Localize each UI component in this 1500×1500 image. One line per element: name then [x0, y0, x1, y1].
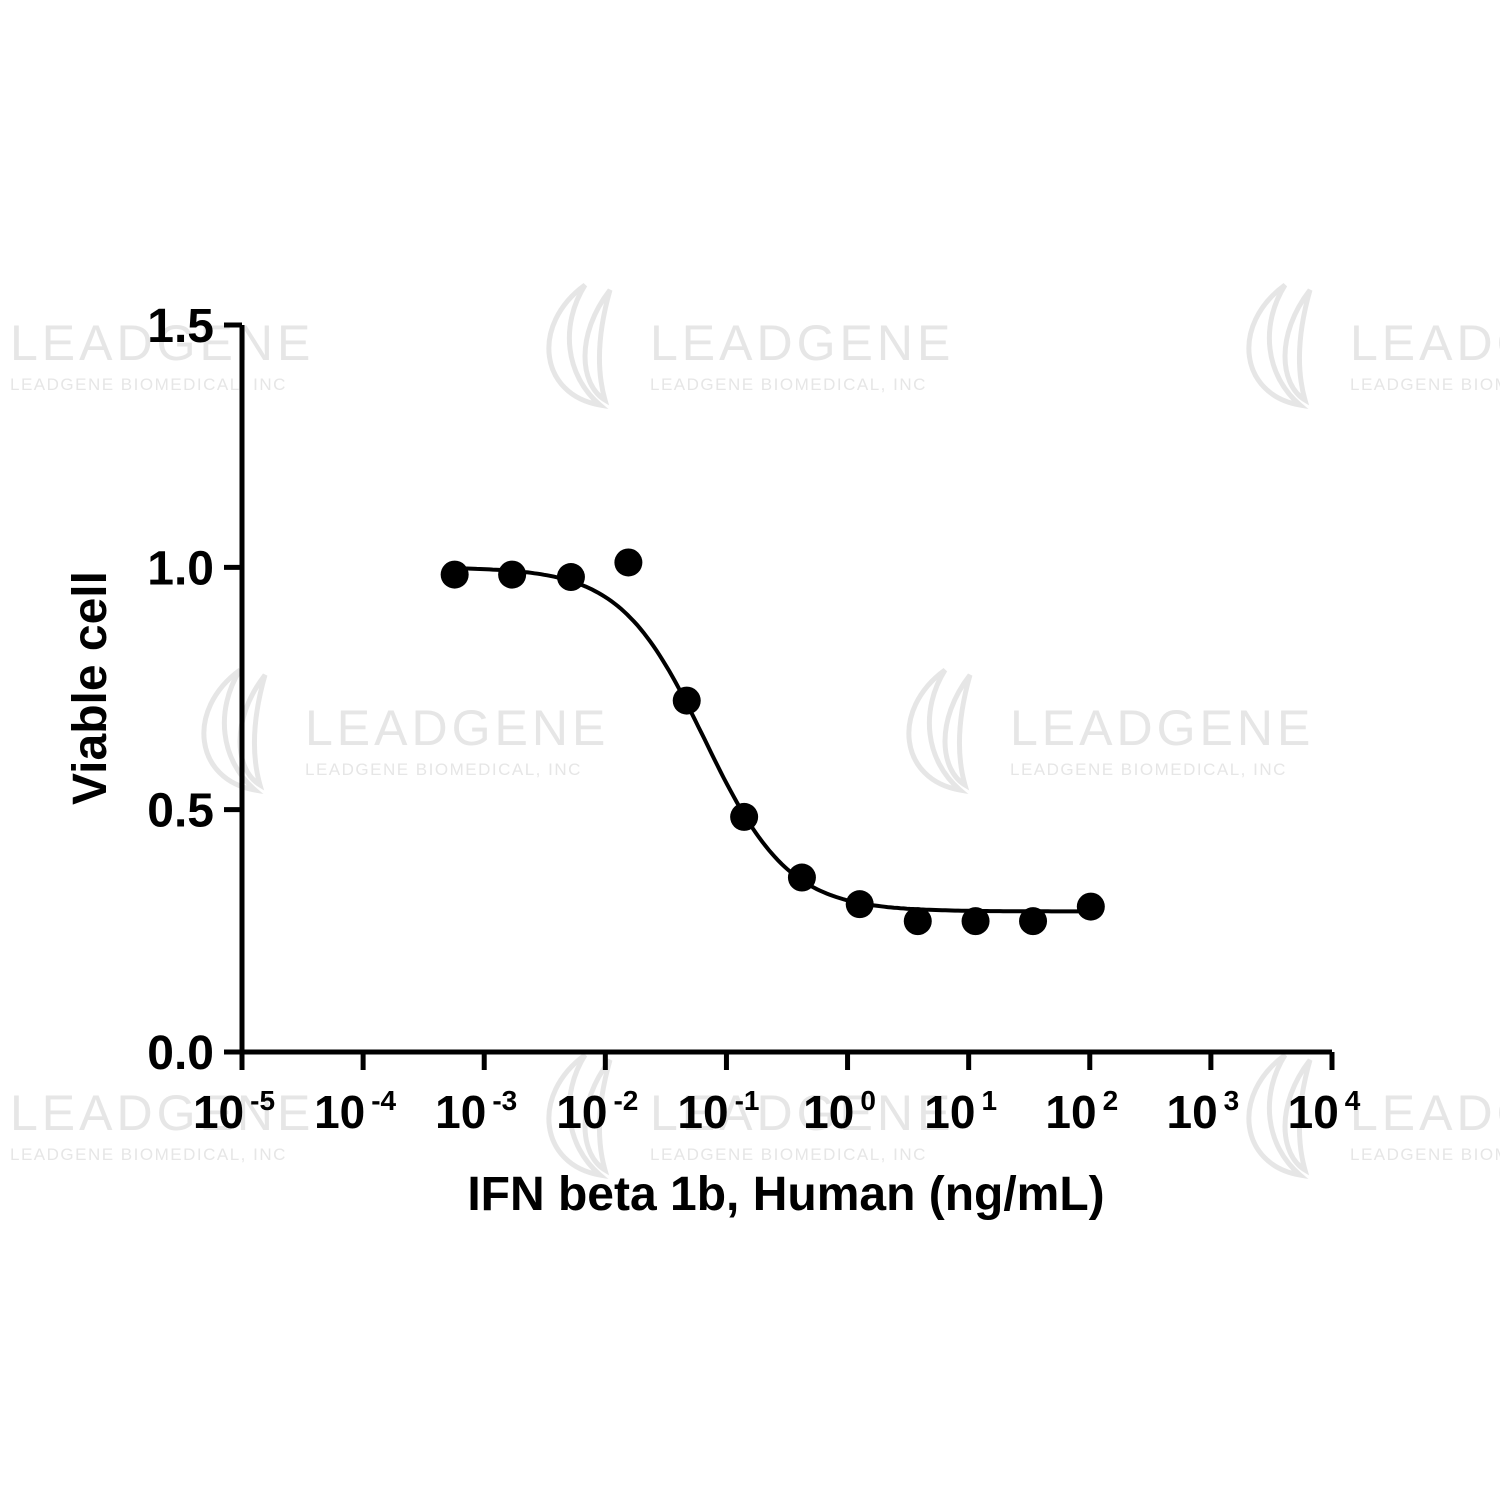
- y-axis-title: Viable cell: [64, 571, 117, 805]
- watermark-brand: LEADGENE: [1010, 700, 1314, 756]
- data-point: [787, 863, 816, 892]
- x-tick-label: 10 -4: [314, 1085, 396, 1138]
- watermark-logo: LEADGENE LEADGENE BIOMEDICAL, INC: [1246, 1052, 1500, 1179]
- watermark-logo: LEADGENE LEADGENE BIOMEDICAL, INC: [10, 315, 314, 394]
- data-point: [730, 802, 759, 831]
- watermark-company: LEADGENE BIOMEDICAL, INC: [10, 1145, 287, 1164]
- watermark-company: LEADGENE BIOMEDICAL, INC: [1010, 760, 1287, 779]
- data-point: [845, 890, 874, 919]
- watermark-logo: LEADGENE LEADGENE BIOMEDICAL, INC: [10, 1085, 314, 1164]
- watermark-logo: LEADGENE LEADGENE BIOMEDICAL, INC: [906, 667, 1314, 794]
- data-point: [1076, 892, 1105, 921]
- leaf-icon: [1246, 282, 1313, 409]
- data-points: [440, 548, 1105, 936]
- x-tick-label: 10 2: [1045, 1085, 1118, 1138]
- watermark-company: LEADGENE BIOMEDICAL, INC: [10, 375, 287, 394]
- x-tick-label: 10 3: [1167, 1085, 1240, 1138]
- x-tick-label: 10 -5: [193, 1085, 275, 1138]
- data-point: [1019, 907, 1048, 936]
- axes: [239, 325, 1332, 1055]
- watermark-company: LEADGENE BIOMEDICAL, INC: [305, 760, 582, 779]
- watermark-company: LEADGENE BIOMEDICAL, INC: [650, 1145, 927, 1164]
- watermark-brand: LEADGENE: [10, 315, 314, 371]
- leaf-icon: [1246, 1052, 1313, 1179]
- y-tick-label: 1.0: [147, 542, 214, 595]
- watermark-brand: LEADGENE: [650, 1085, 954, 1141]
- watermark-brand: LEADGENE: [305, 700, 609, 756]
- watermark-company: LEADGENE BIOMEDICAL, INC: [650, 375, 927, 394]
- data-point: [903, 907, 932, 936]
- x-ticks: 10 -5 10 -4 10 -3 10 -2 10 -1 10 0 10 1 10 2 10 3 10 4: [193, 1052, 1361, 1138]
- y-tick-label: 0.5: [147, 785, 214, 838]
- watermark-brand: LEADGENE: [10, 1085, 314, 1141]
- x-tick-label: 10 0: [803, 1085, 876, 1138]
- data-point: [498, 560, 527, 589]
- leaf-icon: [201, 667, 268, 794]
- data-point: [556, 563, 585, 592]
- watermark-company: LEADGENE BIOMEDICAL, INC: [1350, 1145, 1500, 1164]
- watermark-logo: LEADGENE LEADGENE BIOMEDICAL, INC: [201, 667, 609, 794]
- data-point: [440, 560, 469, 589]
- x-tick-label: 10 1: [924, 1085, 997, 1138]
- x-tick-label: 10 -3: [435, 1085, 517, 1138]
- leaf-icon: [546, 282, 613, 409]
- leaf-icon: [546, 1052, 613, 1179]
- x-tick-label: 10 -2: [556, 1085, 638, 1138]
- watermark-brand: LEADGENE: [650, 315, 954, 371]
- y-ticks: 0.0 0.5 1.0 1.5: [147, 300, 242, 1080]
- watermark-brand: LEADGENE: [1350, 1085, 1500, 1141]
- data-point: [614, 548, 643, 577]
- watermark-logo: LEADGENE LEADGENE BIOMEDICAL, INC: [546, 1052, 954, 1179]
- data-point: [961, 907, 990, 936]
- y-tick-label: 1.5: [147, 300, 214, 353]
- watermark-logo: LEADGENE LEADGENE BIOMEDICAL, INC: [546, 282, 954, 409]
- data-point: [672, 686, 701, 715]
- watermark-brand: LEADGENE: [1350, 315, 1500, 371]
- x-tick-label: 10 4: [1288, 1085, 1361, 1138]
- leaf-icon: [906, 667, 973, 794]
- x-axis-title: IFN beta 1b, Human (ng/mL): [467, 1168, 1104, 1221]
- watermark-company: LEADGENE BIOMEDICAL, INC: [1350, 375, 1500, 394]
- y-tick-label: 0.0: [147, 1027, 214, 1080]
- x-tick-label: 10 -1: [677, 1085, 759, 1138]
- watermark-logo: LEADGENE LEADGENE BIOMEDICAL, INC: [1246, 282, 1500, 409]
